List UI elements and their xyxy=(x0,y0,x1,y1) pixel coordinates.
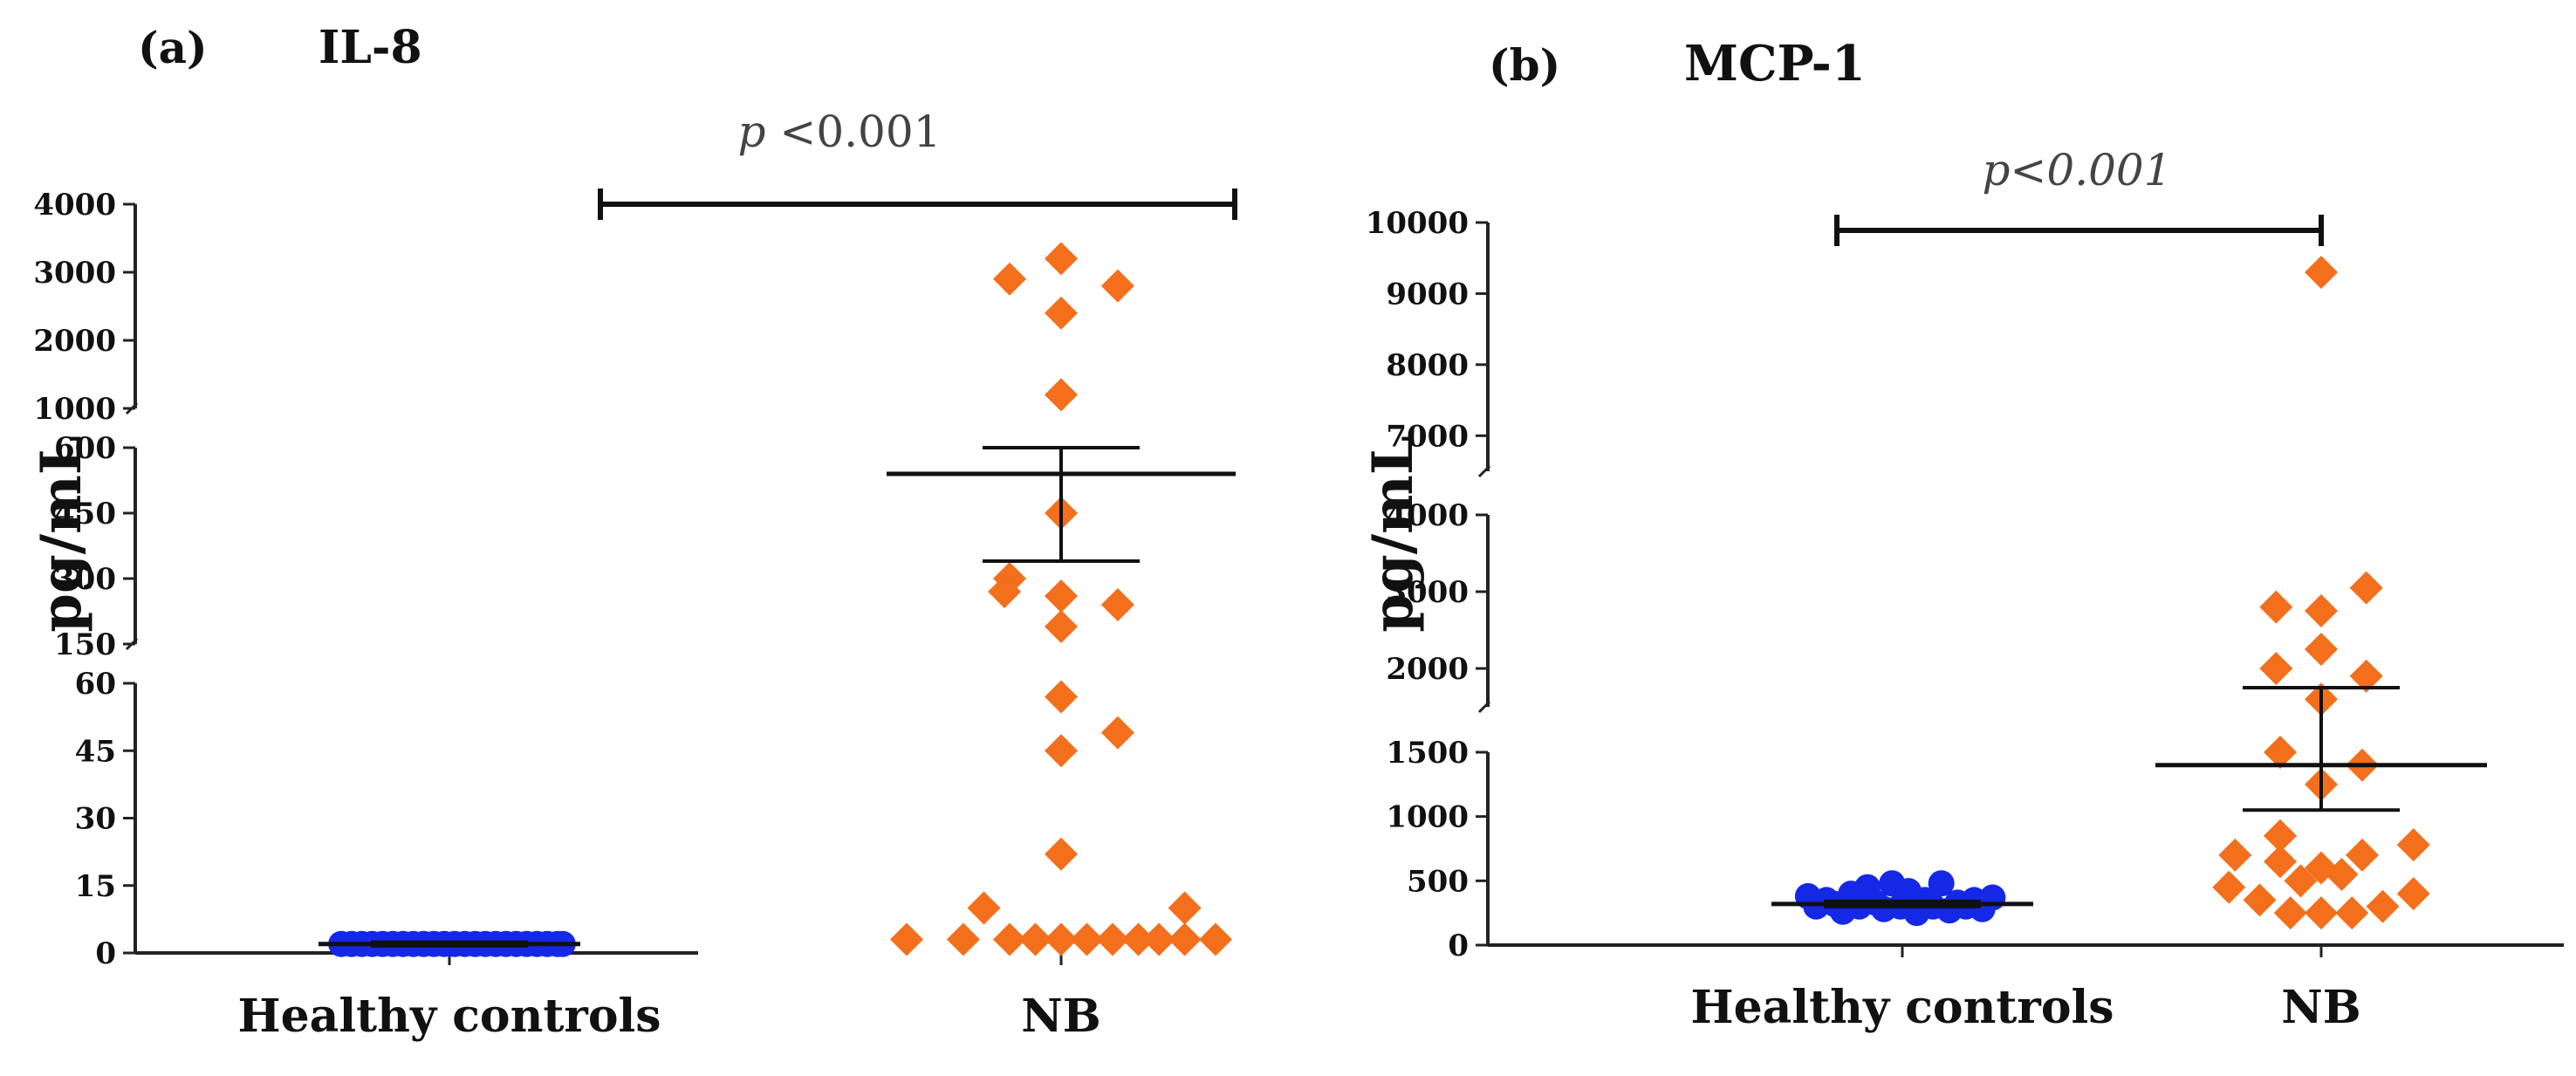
y-tick-label: 2000 xyxy=(33,324,116,359)
data-point-nb xyxy=(2396,877,2430,911)
p-value-label: p <0.001 xyxy=(738,106,942,157)
data-point-nb xyxy=(2264,819,2297,853)
axis-break-mark xyxy=(1477,464,1491,478)
panel-a-il8: (a) IL-8 pg/mL 0 15 30 45 60 150 300 450 600 1000… xyxy=(29,21,1237,1043)
data-point-nb xyxy=(2264,845,2297,879)
data-point-nb xyxy=(1045,734,1078,768)
data-point-nb xyxy=(1199,922,1232,956)
y-tick-label: 3000 xyxy=(33,256,116,291)
data-point-nb xyxy=(2259,590,2293,624)
y-tick-label: 4000 xyxy=(1386,498,1469,533)
data-point-healthy xyxy=(1979,884,2006,911)
data-point-nb xyxy=(1045,242,1078,276)
data-point-nb xyxy=(2305,896,2338,930)
y-axis-label: pg/mL xyxy=(29,435,94,633)
y-tick-label: 1000 xyxy=(1386,800,1469,835)
data-point-nb xyxy=(2349,659,2383,693)
data-point-nb xyxy=(1168,922,1202,956)
data-point-nb xyxy=(1142,922,1176,956)
axis-break-mark xyxy=(1477,700,1491,714)
y-tick-label: 0 xyxy=(1448,929,1469,963)
data-point-nb xyxy=(2212,870,2246,904)
y-tick-label: 450 xyxy=(54,497,116,531)
data-point-nb xyxy=(2259,652,2293,685)
data-point-nb xyxy=(2243,883,2277,917)
data-point-nb xyxy=(2305,594,2338,627)
panel-label-b: (b) xyxy=(1489,39,1560,91)
data-point-nb xyxy=(993,262,1026,296)
x-tick-label: Healthy controls xyxy=(237,990,661,1043)
panel-label-a: (a) xyxy=(138,22,208,73)
y-tick-label: 15 xyxy=(75,869,116,904)
data-point-nb xyxy=(1018,922,1052,956)
y-tick-label: 4000 xyxy=(33,188,116,223)
data-point-nb xyxy=(1100,588,1134,621)
data-point-nb xyxy=(2396,828,2430,862)
y-tick-label: 8000 xyxy=(1386,348,1469,383)
data-point-nb xyxy=(2218,838,2252,872)
y-tick-label: 150 xyxy=(54,627,116,662)
y-tick-label: 60 xyxy=(75,667,116,702)
y-tick-label: 45 xyxy=(75,734,116,769)
y-tick-label: 600 xyxy=(54,431,116,466)
y-tick-label: 0 xyxy=(95,936,116,971)
data-point-nb xyxy=(2273,896,2307,930)
data-point-nb xyxy=(1045,296,1078,330)
x-tick-label: Healthy controls xyxy=(1690,981,2114,1034)
data-point-healthy xyxy=(1928,870,1955,897)
data-point-nb xyxy=(988,575,1022,608)
data-point-nb xyxy=(1096,922,1129,956)
y-tick-label: 300 xyxy=(54,562,116,597)
data-point-nb xyxy=(1045,922,1078,956)
data-point-nb xyxy=(1070,922,1104,956)
y-tick-label: 7000 xyxy=(1386,419,1469,454)
y-tick-label: 3000 xyxy=(1386,575,1469,610)
chart-title-mcp1: MCP-1 xyxy=(1684,35,1866,93)
data-point-nb xyxy=(2264,736,2297,769)
data-point-nb xyxy=(1045,680,1078,714)
data-point-nb xyxy=(1100,716,1134,750)
data-point-nb xyxy=(1045,579,1078,613)
data-point-nb xyxy=(1168,891,1202,925)
x-tick-label: NB xyxy=(1021,990,1100,1043)
y-tick-label: 2000 xyxy=(1386,652,1469,687)
y-axis-label: pg/mL xyxy=(1360,435,1426,633)
data-point-nb xyxy=(1121,922,1155,956)
chart-title-il8: IL-8 xyxy=(319,21,422,74)
y-tick-label: 1000 xyxy=(33,392,116,427)
data-point-nb xyxy=(1045,610,1078,643)
data-point-nb xyxy=(890,922,923,956)
y-tick-label: 30 xyxy=(75,802,116,837)
y-tick-label: 1500 xyxy=(1386,736,1469,771)
data-point-nb xyxy=(2346,838,2379,872)
y-tick-label: 10000 xyxy=(1366,206,1469,241)
data-point-nb xyxy=(2305,633,2338,666)
data-point-nb xyxy=(2305,256,2338,289)
data-point-nb xyxy=(2335,896,2369,930)
data-point-nb xyxy=(967,891,1001,925)
data-point-nb xyxy=(946,922,980,956)
x-tick-label: NB xyxy=(2281,981,2360,1034)
data-point-nb xyxy=(1045,837,1078,871)
p-value-label: p<0.001 xyxy=(1982,145,2171,195)
y-tick-label: 9000 xyxy=(1386,277,1469,312)
data-point-nb xyxy=(2284,864,2318,898)
data-point-nb xyxy=(2325,857,2359,891)
data-point-nb xyxy=(1100,269,1134,303)
data-point-nb xyxy=(2366,889,2400,923)
y-tick-label: 500 xyxy=(1407,864,1469,899)
data-point-nb xyxy=(1045,378,1078,412)
data-point-nb xyxy=(2349,571,2383,605)
data-point-nb xyxy=(993,922,1026,956)
panel-b-mcp1: (b) MCP-1 pg/mL 0 500 1000 1500 2000 3000 4000… xyxy=(1360,35,2564,1034)
